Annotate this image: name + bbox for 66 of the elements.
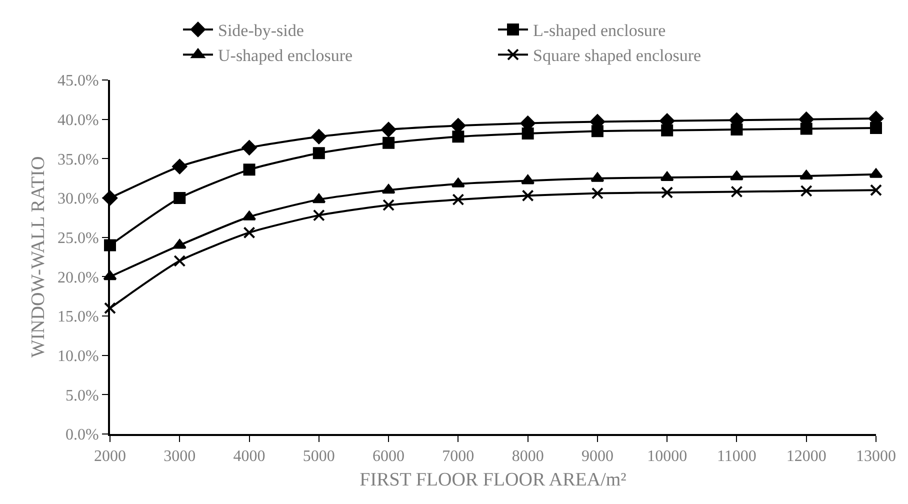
- point: [870, 122, 882, 134]
- point: [661, 124, 674, 136]
- legend-label: Side-by-side: [218, 21, 304, 40]
- point: [243, 226, 256, 239]
- point: [661, 186, 674, 198]
- point: [312, 194, 326, 204]
- point: [730, 170, 744, 180]
- point: [172, 239, 186, 249]
- x-tick-label: 6000: [372, 448, 405, 466]
- y-tick-label: 15.0%: [57, 308, 99, 326]
- point: [311, 129, 326, 144]
- point: [172, 159, 188, 174]
- point: [312, 147, 325, 160]
- point: [381, 122, 396, 138]
- y-axis-title: WINDOW-WALL RATIO: [28, 156, 49, 358]
- x-tick-label: 8000: [512, 448, 544, 466]
- point: [452, 194, 464, 206]
- y-tick-label: 5.0%: [65, 387, 99, 404]
- point: [451, 178, 465, 188]
- x-tick-label: 12000: [786, 448, 826, 466]
- point: [521, 174, 535, 184]
- point: [382, 199, 395, 212]
- x-tick-label: 4000: [233, 448, 266, 466]
- point: [522, 190, 534, 202]
- point: [591, 187, 604, 200]
- point: [242, 210, 256, 220]
- point: [522, 127, 534, 140]
- legend-label: U-shaped enclosure: [218, 46, 353, 66]
- point: [590, 172, 604, 182]
- point: [243, 164, 256, 176]
- y-tick-label: 0.0%: [65, 426, 99, 444]
- point: [242, 140, 257, 156]
- point: [800, 122, 812, 135]
- point: [174, 254, 186, 267]
- point: [104, 302, 116, 314]
- y-tick-label: 25.0%: [57, 230, 99, 247]
- y-tick-label: 40.0%: [57, 112, 99, 129]
- point: [591, 125, 604, 138]
- legend-label: L-shaped enclosure: [533, 21, 666, 40]
- point: [800, 184, 812, 197]
- x-axis-title: FIRST FLOOR FLOOR AREA/m²: [360, 470, 627, 490]
- point: [869, 168, 883, 178]
- point: [382, 184, 396, 194]
- point: [312, 209, 325, 222]
- x-tick-label: 13000: [856, 448, 896, 466]
- point: [730, 124, 743, 136]
- x-tick-label: 10000: [647, 448, 688, 466]
- y-tick-label: 30.0%: [57, 190, 99, 208]
- point: [452, 130, 464, 143]
- x-tick-label: 11000: [717, 448, 756, 466]
- y-tick-label: 45.0%: [57, 72, 99, 90]
- legend-label: Square shaped enclosure: [533, 46, 702, 66]
- y-tick-label: 20.0%: [57, 269, 99, 286]
- x-tick-label: 9000: [581, 448, 614, 466]
- y-tick-label: 35.0%: [57, 151, 99, 168]
- point: [382, 136, 395, 149]
- point: [800, 170, 814, 180]
- y-tick-label: 10.0%: [57, 348, 99, 365]
- x-tick-label: 5000: [302, 448, 335, 466]
- x-tick-label: 2000: [94, 448, 126, 466]
- x-tick-label: 3000: [164, 448, 196, 466]
- point: [174, 192, 186, 204]
- point: [660, 172, 674, 182]
- point: [730, 186, 743, 198]
- point: [870, 184, 882, 196]
- x-tick-label: 7000: [442, 448, 474, 466]
